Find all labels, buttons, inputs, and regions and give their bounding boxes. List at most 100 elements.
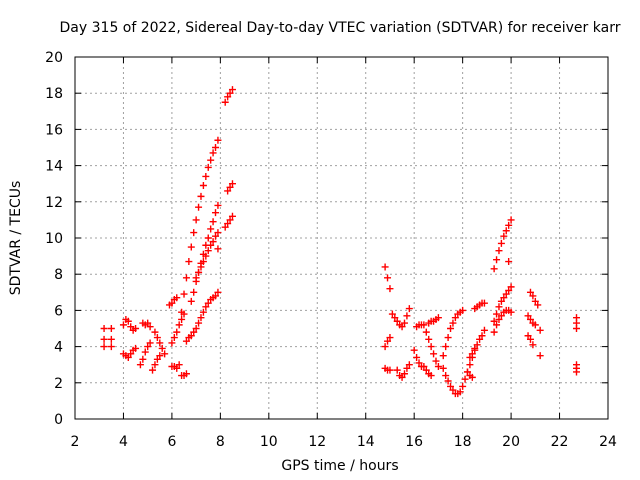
data-point bbox=[526, 315, 534, 323]
data-point bbox=[153, 334, 161, 342]
x-tick-label: 14 bbox=[357, 434, 375, 450]
data-point bbox=[175, 361, 183, 369]
data-point bbox=[195, 203, 203, 211]
data-point bbox=[476, 335, 484, 343]
data-point bbox=[468, 373, 476, 381]
data-point bbox=[497, 239, 505, 247]
data-point bbox=[199, 308, 207, 316]
data-point bbox=[207, 156, 215, 164]
data-point bbox=[432, 357, 440, 365]
data-point bbox=[214, 229, 222, 237]
series-seg4 bbox=[139, 319, 154, 331]
series-seg32 bbox=[463, 368, 476, 381]
data-point bbox=[192, 216, 200, 224]
series-seg40 bbox=[524, 312, 539, 329]
data-point bbox=[442, 343, 450, 351]
data-point bbox=[493, 256, 501, 264]
series-seg24 bbox=[393, 361, 413, 381]
y-tick-label: 12 bbox=[45, 195, 63, 211]
data-point bbox=[175, 321, 183, 329]
y-tick-label: 8 bbox=[54, 267, 63, 283]
data-point bbox=[209, 149, 217, 157]
data-point bbox=[144, 319, 152, 327]
data-point bbox=[471, 344, 479, 352]
data-point bbox=[228, 180, 236, 188]
data-point bbox=[190, 328, 198, 336]
data-point bbox=[149, 366, 157, 374]
x-tick-label: 12 bbox=[308, 434, 326, 450]
data-point bbox=[386, 334, 394, 342]
data-point bbox=[202, 172, 210, 180]
data-point bbox=[490, 317, 498, 325]
series-seg44 bbox=[573, 314, 581, 332]
data-point bbox=[100, 335, 108, 343]
data-point bbox=[185, 258, 193, 266]
data-point bbox=[386, 285, 394, 293]
data-point bbox=[439, 352, 447, 360]
data-point bbox=[192, 325, 200, 332]
data-point bbox=[127, 350, 135, 358]
data-point bbox=[430, 350, 438, 358]
data-point bbox=[146, 339, 154, 347]
data-point bbox=[420, 321, 428, 329]
data-point bbox=[444, 377, 452, 385]
x-tick-label: 24 bbox=[599, 434, 617, 450]
data-point bbox=[422, 366, 430, 374]
data-point bbox=[156, 339, 164, 347]
data-point bbox=[573, 368, 581, 376]
data-point bbox=[127, 323, 135, 331]
data-point bbox=[151, 328, 159, 336]
data-point bbox=[107, 325, 115, 332]
y-tick-label: 14 bbox=[45, 159, 63, 175]
x-tick-label: 18 bbox=[454, 434, 472, 450]
data-point bbox=[180, 290, 188, 298]
data-point bbox=[100, 325, 108, 332]
data-point bbox=[434, 363, 442, 371]
data-points bbox=[100, 86, 581, 398]
data-point bbox=[393, 366, 401, 374]
data-point bbox=[168, 339, 176, 347]
data-point bbox=[500, 232, 508, 240]
y-tick-label: 16 bbox=[45, 122, 63, 138]
data-point bbox=[204, 247, 212, 255]
data-point bbox=[531, 321, 539, 329]
series-seg21 bbox=[381, 334, 394, 351]
x-tick-label: 4 bbox=[119, 434, 128, 450]
series-seg43 bbox=[536, 352, 544, 360]
data-point bbox=[214, 201, 222, 209]
data-point bbox=[573, 325, 581, 332]
data-point bbox=[207, 241, 215, 249]
data-point bbox=[228, 86, 236, 94]
data-point bbox=[187, 332, 195, 340]
series-seg16 bbox=[214, 245, 222, 253]
data-point bbox=[405, 305, 413, 313]
series-seg12 bbox=[178, 136, 222, 316]
data-point bbox=[422, 328, 430, 336]
series-seg15 bbox=[182, 288, 222, 345]
data-point bbox=[182, 274, 190, 282]
data-point bbox=[502, 290, 510, 298]
data-point bbox=[442, 372, 450, 380]
series-seg36 bbox=[490, 283, 515, 325]
x-tick-label: 2 bbox=[71, 434, 80, 450]
data-point bbox=[449, 386, 457, 394]
series-seg39 bbox=[526, 288, 542, 309]
series-seg7 bbox=[149, 352, 164, 374]
data-point bbox=[190, 288, 198, 296]
data-point bbox=[531, 297, 539, 305]
data-point bbox=[221, 98, 229, 106]
data-point bbox=[507, 283, 515, 291]
data-point bbox=[480, 299, 488, 307]
data-point bbox=[505, 286, 513, 294]
series-seg45 bbox=[573, 361, 581, 376]
data-point bbox=[119, 321, 127, 329]
data-point bbox=[405, 361, 413, 369]
x-tick-label: 20 bbox=[502, 434, 520, 450]
data-point bbox=[447, 325, 455, 332]
series-seg9 bbox=[168, 361, 183, 372]
data-point bbox=[480, 326, 488, 334]
series-seg18 bbox=[224, 180, 236, 195]
series-seg20 bbox=[381, 263, 394, 293]
data-point bbox=[124, 317, 132, 325]
data-point bbox=[434, 314, 442, 322]
